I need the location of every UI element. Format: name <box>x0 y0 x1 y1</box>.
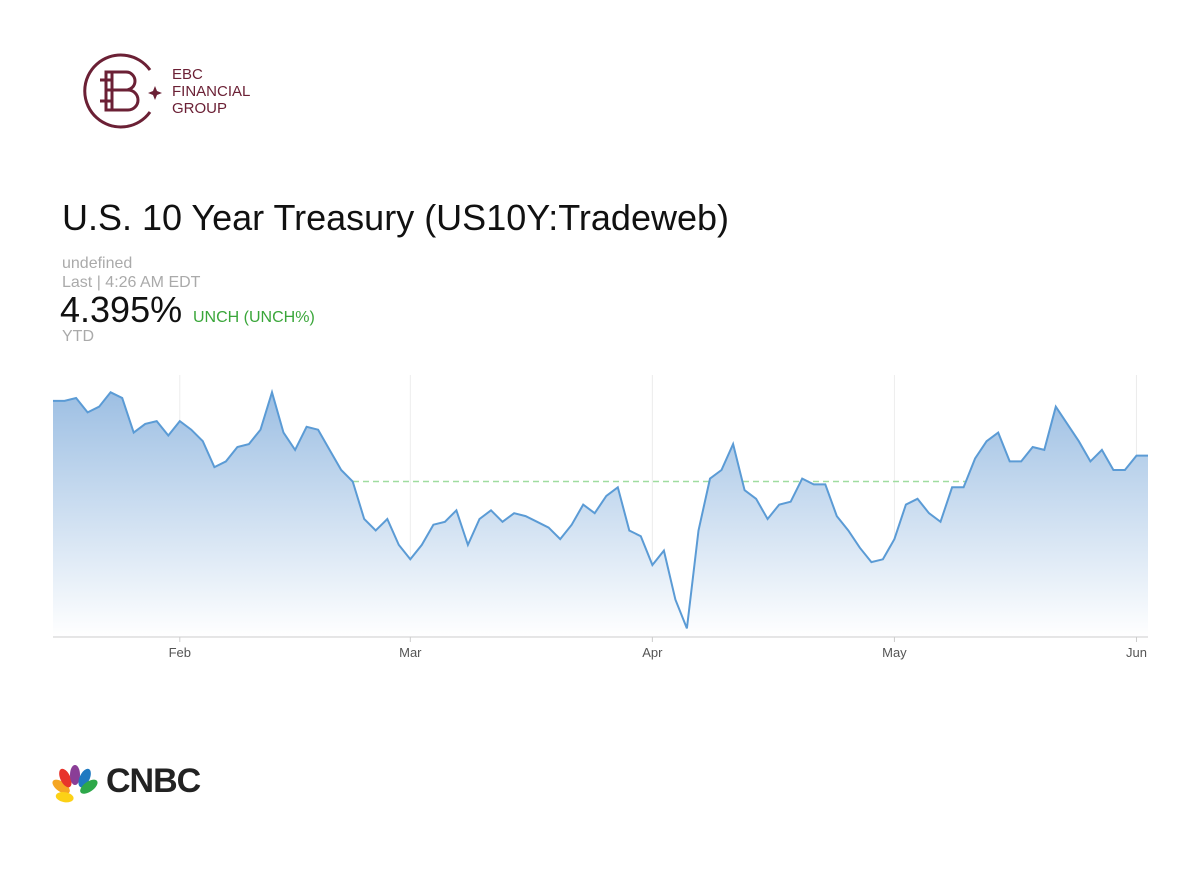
plot: Feb Mar Apr May Jun <box>53 375 1148 660</box>
line <box>53 388 1148 629</box>
quote-range: YTD <box>62 328 94 345</box>
x-tick-label: Jun <box>1126 645 1147 660</box>
chart-title: U.S. 10 Year Treasury (US10Y:Tradeweb) <box>62 197 729 238</box>
quote-source: undefined <box>62 255 132 272</box>
brand-text: GROUP <box>172 100 227 117</box>
brand-text: FINANCIAL <box>172 83 250 100</box>
quote-change: UNCH (UNCH%) <box>193 309 315 326</box>
x-tick-label: May <box>882 645 907 660</box>
quote-price: 4.395% <box>60 289 182 330</box>
footer-brand: CNBC <box>106 762 201 800</box>
x-tick-label: Feb <box>169 645 191 660</box>
quote-time: Last | 4:26 AM EDT <box>62 274 201 291</box>
cnbc-logo: CNBC <box>52 762 202 803</box>
brand-text: EBC <box>172 66 203 83</box>
x-tick-label: Apr <box>642 645 663 660</box>
area <box>53 392 1148 637</box>
x-tick-label: Mar <box>399 645 422 660</box>
ebc-logo: EBC FINANCIAL GROUP <box>83 53 250 129</box>
